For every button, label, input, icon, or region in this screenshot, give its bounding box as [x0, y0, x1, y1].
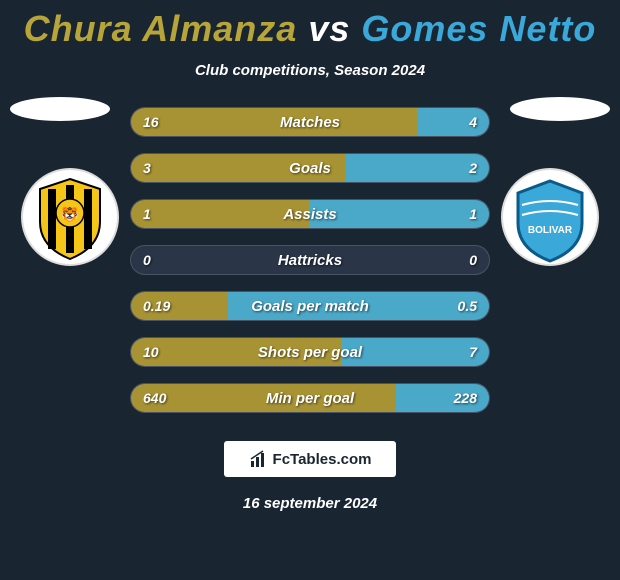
stat-row: 640228Min per goal — [130, 383, 490, 413]
club-badge-right: BOLIVAR — [500, 167, 600, 267]
player-right-name: Gomes Netto — [361, 8, 596, 49]
stat-row: 11Assists — [130, 199, 490, 229]
subtitle: Club competitions, Season 2024 — [0, 62, 620, 79]
vs-text: vs — [308, 8, 350, 49]
stat-label: Goals — [131, 154, 489, 182]
date-text: 16 september 2024 — [0, 495, 620, 512]
stats-bars: 164Matches 32Goals 11Assists 00Hattricks 0.1… — [130, 107, 490, 413]
club-right-icon: BOLIVAR — [500, 167, 600, 267]
stat-label: Shots per goal — [131, 338, 489, 366]
stat-row: 107Shots per goal — [130, 337, 490, 367]
stat-label: Goals per match — [131, 292, 489, 320]
player-left-name: Chura Almanza — [24, 8, 298, 49]
stat-row: 164Matches — [130, 107, 490, 137]
stat-label: Hattricks — [131, 246, 489, 274]
svg-text:🐯: 🐯 — [61, 205, 79, 223]
fctables-badge: FcTables.com — [224, 441, 396, 477]
svg-text:BOLIVAR: BOLIVAR — [528, 225, 573, 236]
club-left-icon: 🐯 — [20, 167, 120, 267]
player-right-oval — [510, 97, 610, 121]
stat-row: 00Hattricks — [130, 245, 490, 275]
stat-label: Assists — [131, 200, 489, 228]
fctables-icon — [249, 449, 269, 469]
stat-label: Min per goal — [131, 384, 489, 412]
club-badge-left: 🐯 — [20, 167, 120, 267]
stat-row: 0.190.5Goals per match — [130, 291, 490, 321]
stat-row: 32Goals — [130, 153, 490, 183]
content-area: 🐯 BOLIVAR 164Matches 32Goals 11Assists 00Ha… — [0, 107, 620, 413]
player-left-oval — [10, 97, 110, 121]
stat-label: Matches — [131, 108, 489, 136]
fctables-label: FcTables.com — [273, 451, 372, 468]
comparison-title: Chura Almanza vs Gomes Netto — [0, 0, 620, 50]
